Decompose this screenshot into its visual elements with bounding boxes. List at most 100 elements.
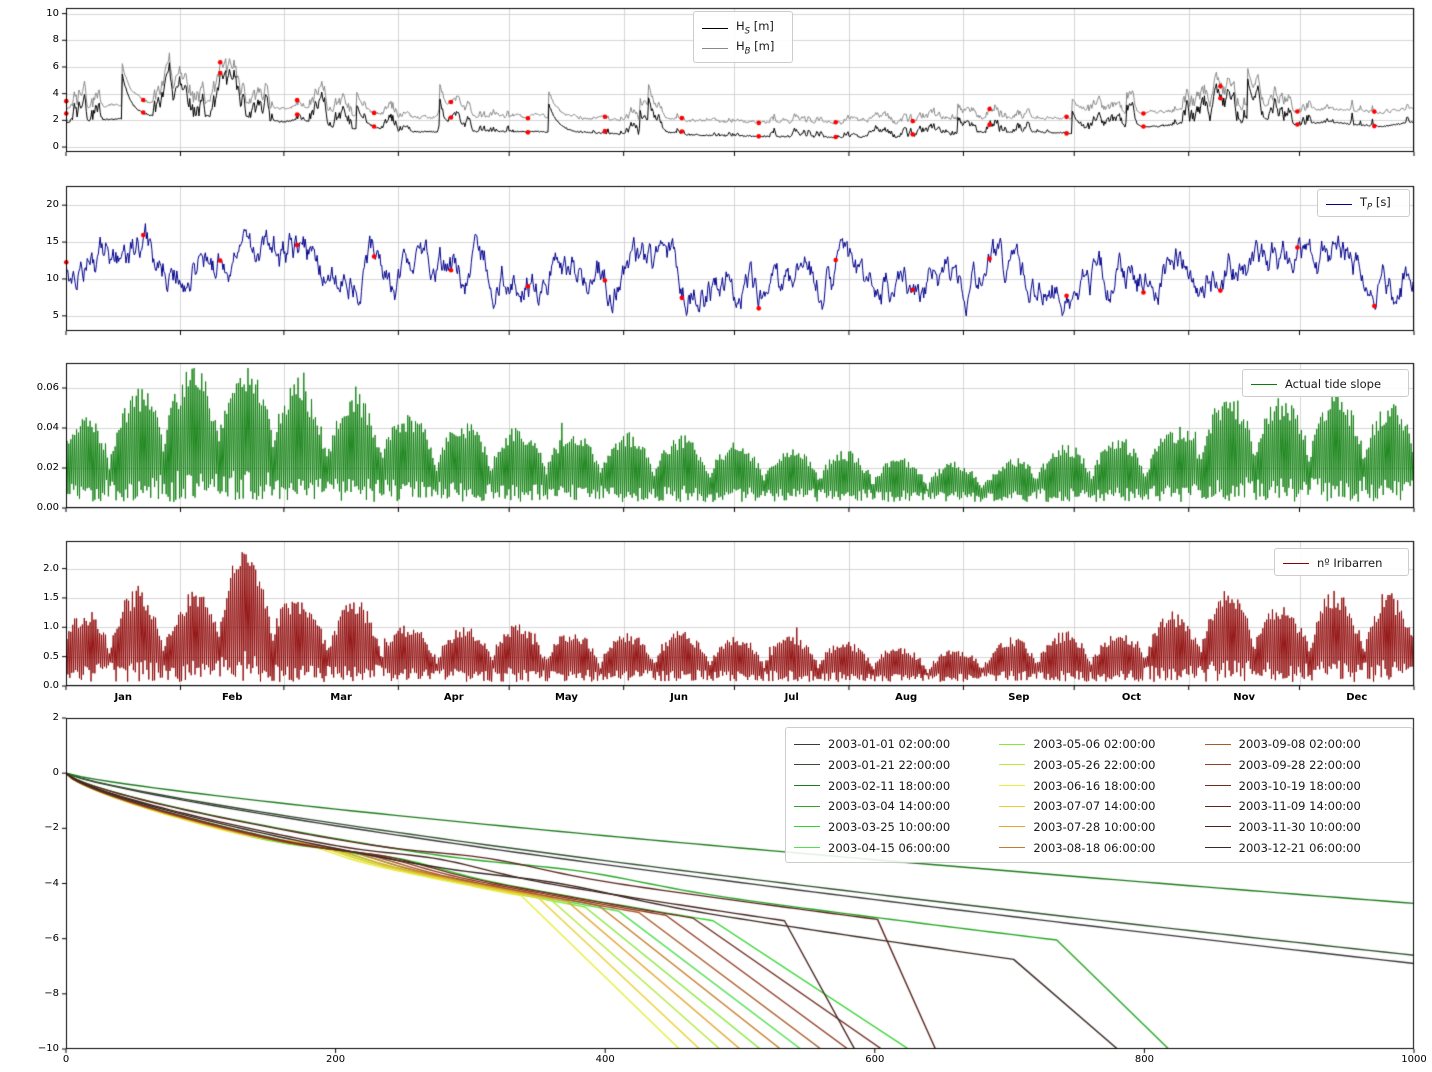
legend-entry-profiles-0: 2003-01-01 02:00:00 bbox=[794, 734, 950, 755]
legend-line-sample bbox=[794, 805, 820, 807]
iribarren-ytick-0.0: 0.0 bbox=[43, 680, 59, 691]
month-label-Apr: Apr bbox=[443, 692, 464, 703]
waves-ytick-8: 8 bbox=[52, 34, 59, 46]
tideslope-ytick-0.00: 0.00 bbox=[36, 502, 59, 513]
profiles-xtick-0: 0 bbox=[62, 1054, 70, 1065]
legend-period: TP [s] bbox=[1317, 189, 1410, 217]
legend-line-sample bbox=[794, 785, 820, 787]
profiles-xtick-600: 600 bbox=[865, 1054, 885, 1065]
legend-entry-profiles-15: 2003-11-09 14:00:00 bbox=[1204, 796, 1361, 817]
legend-line-sample bbox=[1326, 203, 1352, 205]
legend-label: 2003-03-04 14:00:00 bbox=[828, 799, 951, 814]
legend-line-sample bbox=[999, 743, 1026, 745]
legend-label: 2003-03-25 10:00:00 bbox=[828, 819, 951, 834]
legend-entry-profiles-14: 2003-10-19 18:00:00 bbox=[1204, 775, 1361, 796]
legend-line-sample bbox=[1283, 562, 1309, 564]
legend-entry-profiles-3: 2003-03-04 14:00:00 bbox=[794, 796, 950, 817]
waves-ytick-0: 0 bbox=[52, 141, 59, 153]
legend-entry-profiles-4: 2003-03-25 10:00:00 bbox=[794, 817, 950, 838]
legend-entry-period-0: TP [s] bbox=[1326, 195, 1391, 213]
legend-entry-profiles-6: 2003-05-06 02:00:00 bbox=[999, 734, 1155, 755]
legend-waves: HS [m] HB [m] bbox=[693, 11, 793, 63]
month-label-Aug: Aug bbox=[895, 692, 918, 703]
iribarren-ytick-0.5: 0.5 bbox=[43, 650, 59, 662]
month-label-Jul: Jul bbox=[784, 692, 799, 703]
month-label-Oct: Oct bbox=[1121, 692, 1142, 703]
period-ytick-5: 5 bbox=[52, 309, 59, 321]
legend-label: 2003-04-15 06:00:00 bbox=[828, 840, 951, 855]
legend-line-sample bbox=[702, 27, 728, 29]
month-label-Mar: Mar bbox=[330, 692, 352, 703]
legend-label: 2003-08-18 06:00:00 bbox=[1033, 840, 1156, 855]
legend-line-sample bbox=[702, 47, 728, 49]
waves-ytick-6: 6 bbox=[52, 60, 59, 72]
legend-entry-profiles-9: 2003-07-07 14:00:00 bbox=[999, 796, 1155, 817]
month-label-Jan: Jan bbox=[114, 692, 133, 703]
legend-entry-profiles-13: 2003-09-28 22:00:00 bbox=[1204, 755, 1361, 776]
legend-entry-profiles-2: 2003-02-11 18:00:00 bbox=[794, 775, 950, 796]
tideslope-ytick-0.04: 0.04 bbox=[36, 422, 59, 433]
month-label-Sep: Sep bbox=[1008, 692, 1030, 703]
period-ytick-20: 20 bbox=[46, 199, 59, 211]
waves-ytick-10: 10 bbox=[46, 7, 59, 19]
waves-ytick-2: 2 bbox=[52, 114, 59, 126]
legend-entry-waves-0: HS [m] bbox=[702, 18, 774, 38]
profiles-ytick-−8: −8 bbox=[44, 987, 59, 999]
legend-profiles: 2003-01-01 02:00:00 2003-01-21 22:00:00 20… bbox=[785, 727, 1413, 863]
legend-label: nº Iribarren bbox=[1317, 556, 1383, 570]
legend-entry-tideslope-0: Actual tide slope bbox=[1251, 376, 1381, 392]
legend-entry-profiles-1: 2003-01-21 22:00:00 bbox=[794, 755, 950, 776]
legend-label: 2003-09-28 22:00:00 bbox=[1238, 757, 1361, 772]
legend-label: 2003-02-11 18:00:00 bbox=[828, 778, 951, 793]
profiles-ytick-−10: −10 bbox=[37, 1043, 59, 1054]
tideslope-ytick-0.06: 0.06 bbox=[36, 382, 59, 393]
profiles-xtick-400: 400 bbox=[595, 1054, 615, 1065]
profiles-ytick-0: 0 bbox=[52, 767, 59, 779]
legend-tideslope: Actual tide slope bbox=[1242, 369, 1409, 397]
legend-line-sample bbox=[999, 805, 1026, 807]
month-label-Nov: Nov bbox=[1233, 692, 1255, 703]
iribarren-ytick-1.5: 1.5 bbox=[43, 591, 59, 603]
legend-label: TP [s] bbox=[1360, 195, 1391, 213]
legend-entry-profiles-17: 2003-12-21 06:00:00 bbox=[1204, 837, 1361, 858]
legend-label: HS [m] bbox=[736, 19, 774, 37]
legend-label: 2003-05-06 02:00:00 bbox=[1033, 737, 1156, 752]
profiles-ytick-−2: −2 bbox=[44, 822, 59, 834]
legend-label: 2003-10-19 18:00:00 bbox=[1238, 778, 1361, 793]
legend-label: 2003-09-08 02:00:00 bbox=[1238, 737, 1361, 752]
legend-entry-waves-1: HB [m] bbox=[702, 38, 774, 58]
legend-entry-profiles-10: 2003-07-28 10:00:00 bbox=[999, 817, 1155, 838]
legend-line-sample bbox=[1251, 383, 1277, 385]
legend-line-sample bbox=[1204, 847, 1231, 849]
tideslope-ytick-0.02: 0.02 bbox=[36, 462, 59, 473]
legend-line-sample bbox=[1204, 805, 1231, 807]
legend-label: 2003-01-21 22:00:00 bbox=[828, 757, 951, 772]
profiles-ytick-−6: −6 bbox=[44, 932, 59, 944]
iribarren-ytick-1.0: 1.0 bbox=[43, 621, 59, 633]
legend-label: 2003-01-01 02:00:00 bbox=[828, 737, 951, 752]
legend-entry-profiles-8: 2003-06-16 18:00:00 bbox=[999, 775, 1155, 796]
legend-line-sample bbox=[794, 826, 820, 828]
legend-line-sample bbox=[1204, 764, 1231, 766]
profiles-ytick-2: 2 bbox=[52, 712, 59, 723]
legend-label: 2003-11-30 10:00:00 bbox=[1238, 819, 1361, 834]
legend-label: 2003-07-28 10:00:00 bbox=[1033, 819, 1156, 834]
legend-entry-profiles-5: 2003-04-15 06:00:00 bbox=[794, 837, 950, 858]
legend-label: 2003-06-16 18:00:00 bbox=[1033, 778, 1156, 793]
legend-label: 2003-12-21 06:00:00 bbox=[1238, 840, 1361, 855]
profiles-xtick-200: 200 bbox=[326, 1054, 346, 1065]
legend-entry-profiles-11: 2003-08-18 06:00:00 bbox=[999, 837, 1155, 858]
legend-line-sample bbox=[999, 826, 1026, 828]
profiles-xtick-1000: 1000 bbox=[1401, 1054, 1427, 1065]
waves-ytick-4: 4 bbox=[52, 87, 59, 99]
legend-entry-profiles-7: 2003-05-26 22:00:00 bbox=[999, 755, 1155, 776]
legend-line-sample bbox=[794, 743, 820, 745]
period-ytick-10: 10 bbox=[46, 272, 59, 284]
legend-entry-profiles-12: 2003-09-08 02:00:00 bbox=[1204, 734, 1361, 755]
legend-line-sample bbox=[999, 785, 1026, 787]
legend-entry-iribarren-0: nº Iribarren bbox=[1283, 555, 1382, 571]
month-label-Jun: Jun bbox=[670, 692, 689, 703]
legend-label: 2003-11-09 14:00:00 bbox=[1238, 799, 1361, 814]
